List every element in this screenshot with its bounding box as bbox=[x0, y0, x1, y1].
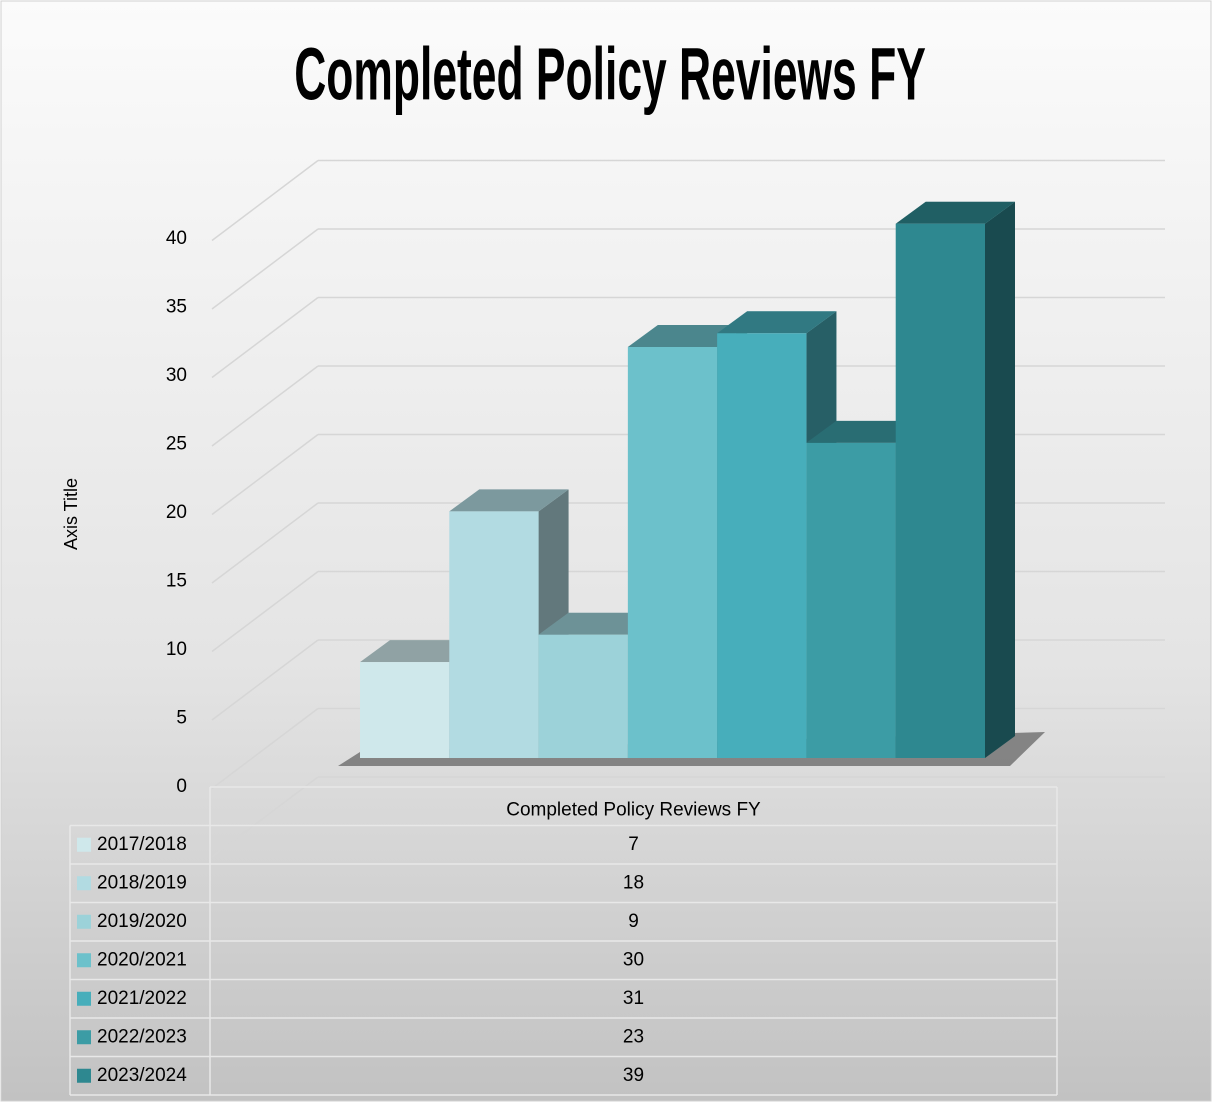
grid-line bbox=[211, 639, 319, 721]
shade bbox=[895, 201, 1015, 224]
y-tick-label: 15 bbox=[166, 571, 187, 592]
grid-line bbox=[211, 776, 319, 858]
bar bbox=[627, 347, 718, 758]
legend-swatch bbox=[77, 953, 91, 968]
grid-line bbox=[211, 228, 319, 310]
legend-label: 2020/2021 bbox=[97, 949, 187, 970]
y-tick-label: 5 bbox=[176, 708, 187, 729]
legend-label: 2023/2024 bbox=[97, 1065, 187, 1086]
y-tick-label: 20 bbox=[166, 502, 187, 523]
plot: 0 5 10 15 20 25 30 35 40 Completed Policy Reviews… bbox=[69, 159, 1165, 1096]
legend-label: 2019/2020 bbox=[97, 911, 187, 932]
bar-top bbox=[895, 201, 1015, 224]
bar bbox=[538, 634, 628, 758]
legend-swatch bbox=[77, 876, 91, 891]
shade bbox=[717, 311, 837, 334]
wall-edge bbox=[211, 159, 319, 242]
legend-label: 2018/2019 bbox=[97, 872, 187, 893]
grid-line bbox=[211, 502, 319, 584]
bar-side bbox=[985, 201, 1015, 758]
y-tick-label: 10 bbox=[166, 639, 187, 660]
table-value: 23 bbox=[623, 1026, 644, 1047]
grid-line bbox=[211, 433, 319, 516]
y-axis-title: Axis Title bbox=[61, 478, 81, 550]
chart-title: Completed Policy Reviews FY bbox=[294, 33, 926, 115]
legend-swatch bbox=[77, 1068, 91, 1083]
bar bbox=[895, 223, 985, 758]
table-value: 39 bbox=[623, 1065, 644, 1086]
grid-line bbox=[211, 296, 319, 379]
legend-label: 2021/2022 bbox=[97, 988, 187, 1009]
shade bbox=[449, 489, 569, 512]
shade bbox=[985, 201, 1015, 758]
grid-line bbox=[211, 707, 319, 790]
table-header: Completed Policy Reviews FY bbox=[506, 799, 761, 820]
table-value: 31 bbox=[623, 988, 644, 1009]
bar bbox=[449, 511, 539, 758]
y-tick-label: 35 bbox=[166, 297, 187, 318]
legend-swatch bbox=[77, 914, 91, 929]
table-value: 18 bbox=[623, 872, 644, 893]
legend-swatch bbox=[77, 1030, 91, 1045]
y-tick-label: 0 bbox=[176, 776, 187, 797]
bar bbox=[360, 662, 450, 758]
table-value: 7 bbox=[628, 834, 639, 855]
table-value: 9 bbox=[628, 911, 639, 932]
legend-swatch bbox=[77, 991, 91, 1006]
bar-top bbox=[717, 311, 837, 334]
legend-label: 2022/2023 bbox=[97, 1026, 187, 1047]
y-tick-label: 30 bbox=[166, 365, 187, 386]
bar bbox=[806, 442, 896, 758]
grid-line bbox=[211, 570, 319, 653]
grid-line bbox=[211, 365, 319, 447]
y-tick-label: 40 bbox=[166, 228, 187, 249]
legend-swatch bbox=[77, 837, 91, 852]
y-tick-label: 25 bbox=[166, 434, 187, 455]
bar bbox=[717, 333, 807, 758]
bar-top bbox=[449, 489, 569, 512]
table-value: 30 bbox=[623, 949, 644, 970]
legend-label: 2017/2018 bbox=[97, 834, 187, 855]
